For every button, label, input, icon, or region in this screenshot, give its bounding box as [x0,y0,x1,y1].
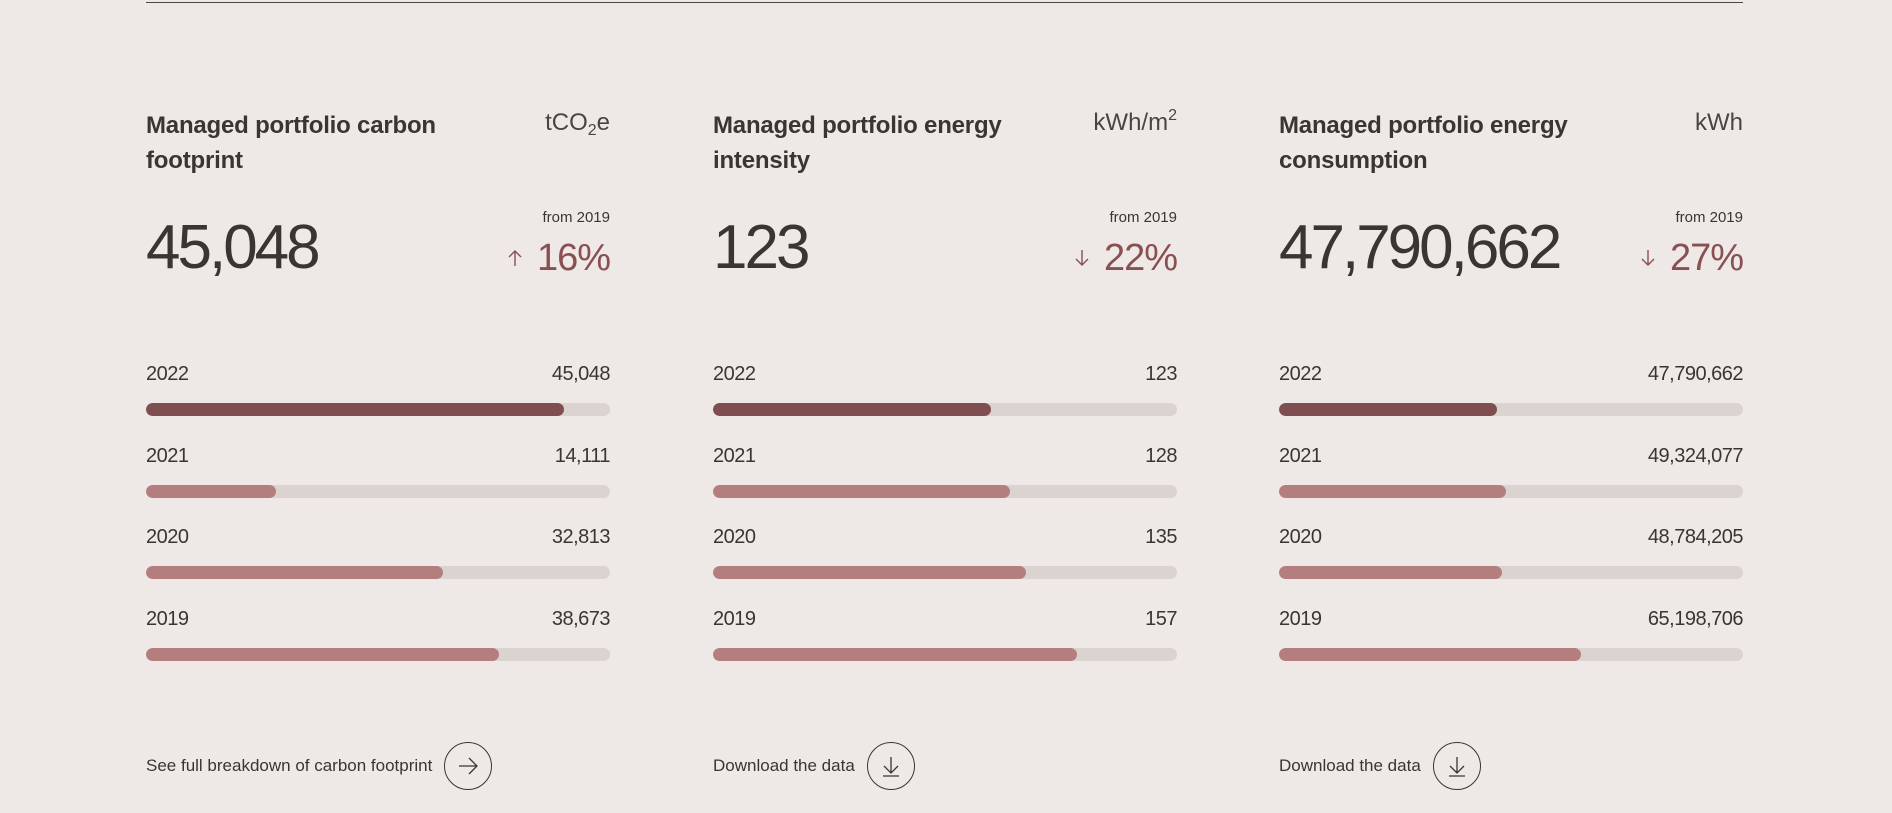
bar-track [1279,403,1743,416]
bar-track [713,403,1177,416]
card-title: Managed portfolio energy consumption [1279,112,1568,174]
cta-label: See full breakdown of carbon footprint [146,756,433,775]
from-label: from 2019 [1109,209,1177,226]
from-label: from 2019 [1675,209,1743,226]
bar-value: 45,048 [551,363,611,385]
bar-value: 49,324,077 [1647,445,1744,467]
bar-track [1279,485,1743,498]
bar-value: 135 [1145,526,1177,548]
headline-value: 47,790,662 [1279,213,1562,282]
bar-fill [146,485,276,498]
card-unit: tCO2e [545,109,610,139]
card-unit: kWh [1695,109,1743,136]
bar-fill [146,566,443,579]
bar-fill [146,403,564,416]
headline-value: 123 [713,213,810,282]
bar-year: 2022 [1279,363,1322,385]
headline-value: 45,048 [146,213,321,282]
card-title: Managed portfolio energy intensity [713,112,1002,174]
arrow-down-icon [1641,250,1655,266]
arrow-down-icon [1075,250,1089,266]
bar-fill [1279,403,1498,416]
bar-value: 128 [1145,445,1177,467]
bar-value: 14,111 [554,445,611,467]
bar-fill [713,485,1010,498]
bar-track [1279,566,1743,579]
bar-year: 2022 [713,363,756,385]
bar-fill [713,403,992,416]
bar-year: 2019 [1279,608,1322,630]
change-percent: 22% [1103,237,1178,279]
bar-track [713,648,1177,661]
bar-value: 65,198,706 [1647,608,1744,630]
bar-value: 47,790,662 [1647,363,1744,385]
bar-track [1279,648,1743,661]
energy-intensity-card: Managed portfolio energy intensity kWh/m… [713,0,1178,813]
bar-year: 2019 [146,608,189,630]
download-icon[interactable] [866,742,915,790]
bar-fill [1279,485,1507,498]
cta-label: Download the data [713,756,855,775]
card-title: Managed portfolio carbon footprint [146,112,436,174]
card-unit: kWh/m2 [1093,107,1177,137]
bar-track [146,566,610,579]
change-indicator: 16% [507,236,611,280]
arrow-up-icon [508,250,522,266]
bar-track [713,485,1177,498]
change-percent: 27% [1669,237,1744,279]
change-percent: 16% [536,237,611,279]
bar-track [146,403,610,416]
download-icon[interactable] [1432,742,1481,790]
bar-fill [713,648,1078,661]
bar-value: 157 [1145,608,1177,630]
bar-track [713,566,1177,579]
bar-year: 2021 [713,445,756,467]
bar-fill [1279,566,1502,579]
bar-year: 2022 [146,363,189,385]
download-data-link[interactable]: Download the data [713,742,915,790]
bar-year: 2021 [146,445,189,467]
from-label: from 2019 [542,209,610,226]
bar-year: 2020 [713,526,756,548]
bar-year: 2019 [713,608,756,630]
bar-fill [146,648,499,661]
bar-fill [1279,648,1581,661]
bar-value: 48,784,205 [1647,526,1744,548]
arrow-right-icon[interactable] [444,742,493,790]
bar-fill [713,566,1027,579]
bar-value: 32,813 [551,526,611,548]
bar-value: 123 [1145,363,1177,385]
bar-value: 38,673 [551,608,611,630]
top-divider [146,2,1743,3]
change-indicator: 22% [1074,236,1178,280]
energy-consumption-card: Managed portfolio energy consumption kWh… [1279,0,1744,813]
bar-track [146,648,610,661]
see-breakdown-link[interactable]: See full breakdown of carbon footprint [146,742,493,790]
bar-year: 2020 [146,526,189,548]
download-data-link[interactable]: Download the data [1279,742,1481,790]
cta-label: Download the data [1279,756,1421,775]
bar-year: 2020 [1279,526,1322,548]
carbon-footprint-card: Managed portfolio carbon footprint tCO2e… [146,0,611,813]
bar-year: 2021 [1279,445,1322,467]
change-indicator: 27% [1640,236,1744,280]
bar-track [146,485,610,498]
